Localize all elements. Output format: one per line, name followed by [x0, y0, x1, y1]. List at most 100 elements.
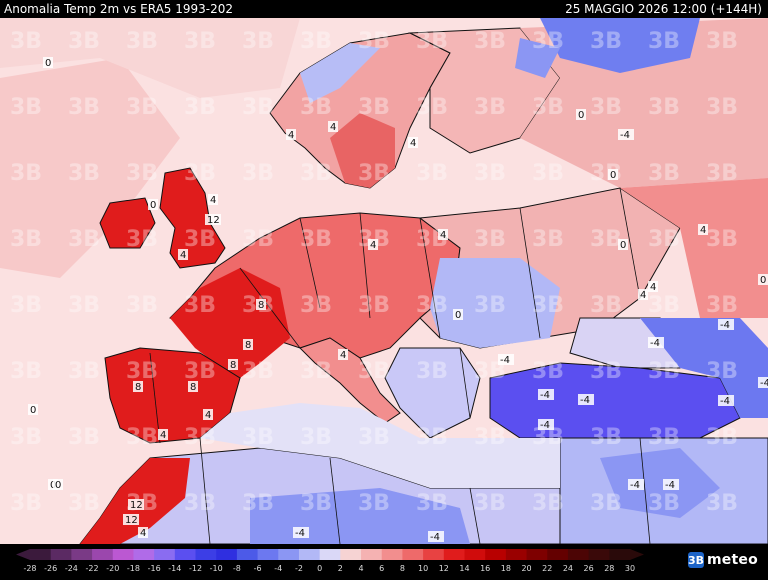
watermark-logo: 3B	[706, 293, 738, 318]
contour-label-bg	[293, 527, 309, 538]
watermark-logo: 3B	[300, 95, 332, 120]
contour-label-bg	[53, 479, 63, 490]
land-arctic-cold	[540, 18, 700, 73]
watermark-logo: 3B	[68, 29, 100, 54]
legend-tick-label: 24	[563, 564, 573, 573]
watermark-logo: 3B	[416, 491, 448, 516]
legend-swatch	[278, 549, 300, 560]
contour-label: 0	[620, 240, 626, 251]
legend-swatch	[257, 549, 279, 560]
watermark-logo: 3B	[590, 95, 622, 120]
contour-label-bg	[758, 274, 768, 285]
forecast-datetime: 25 MAGGIO 2026 12:00 (+144H)	[565, 2, 762, 16]
watermark-logo: 3B	[706, 227, 738, 252]
legend-tick-label: -2	[295, 564, 303, 573]
contour-label-bg	[158, 429, 168, 440]
legend-tick-label: -8	[233, 564, 241, 573]
watermark-logo: 3B	[10, 29, 42, 54]
contour-label-bg	[453, 309, 463, 320]
legend-swatch	[381, 549, 403, 560]
legend-tick-label: -14	[168, 564, 181, 573]
contour-label-bg	[608, 169, 618, 180]
contour-label-bg	[538, 389, 554, 400]
contour-label-bg	[758, 377, 768, 388]
contour-label-bg	[408, 137, 418, 148]
watermark-logo: 3B	[242, 227, 274, 252]
watermark-logo: 3B	[184, 293, 216, 318]
contour-label-bg	[576, 109, 586, 120]
watermark-logo: 3B	[358, 95, 390, 120]
legend-swatch	[319, 549, 341, 560]
legend-swatch	[30, 549, 52, 560]
land-sweden-warm	[330, 113, 395, 188]
watermark-logo: 3B	[184, 95, 216, 120]
contour-label: 4	[288, 130, 294, 141]
contour-label-bg	[498, 354, 514, 365]
watermark-logo: 3B	[184, 227, 216, 252]
watermark-logo: 3B	[242, 491, 274, 516]
land-ireland	[99, 197, 156, 249]
legend-swatch	[505, 549, 528, 560]
contour-label-bg	[133, 381, 143, 392]
watermark-logo: 3B	[474, 293, 506, 318]
land-france-hot	[170, 268, 290, 378]
contour-label: -4	[430, 532, 440, 543]
legend-tick-label: 6	[379, 564, 384, 573]
watermark-logo: 3B	[10, 293, 42, 318]
legend-tick-label: 26	[584, 564, 594, 573]
watermark-logo: 3B	[590, 293, 622, 318]
contour-label-bg	[663, 479, 679, 490]
watermark-logo: 3B	[300, 29, 332, 54]
legend-bar: -28 -26 -24 -22 -20 -18 -16 -14 -12 -10 -8 -6 -4 -2 0 2…	[0, 544, 768, 576]
header-bar: Anomalia Temp 2m vs ERA5 1993-202 25 MAG…	[0, 0, 768, 18]
watermark-logo: 3B	[126, 29, 158, 54]
watermark-logo: 3B	[474, 227, 506, 252]
watermark-logo: 3B	[10, 425, 42, 450]
legend-tick-label: -12	[189, 564, 202, 573]
legend-arrow-right	[630, 549, 644, 560]
legend-tick-label: 2	[338, 564, 343, 573]
legend-swatch	[298, 549, 321, 560]
contour-label: -4	[760, 378, 768, 389]
contour-label: 4	[370, 240, 376, 251]
contour-label-bg	[148, 199, 158, 210]
watermark-logo: 3B	[706, 425, 738, 450]
legend-swatch	[402, 549, 424, 560]
watermark-logo: 3B	[68, 161, 100, 186]
watermark-logo: 3B	[242, 29, 274, 54]
watermark-logo: 3B	[300, 227, 332, 252]
watermark-logo: 3B	[184, 359, 216, 384]
contour-label: -4	[620, 130, 630, 141]
contour-label-bg	[205, 214, 221, 225]
watermark-logo: 3B	[300, 161, 332, 186]
legend-swatch	[361, 549, 383, 560]
watermark-logo: 3B	[706, 29, 738, 54]
watermark-logo: 3B	[242, 359, 274, 384]
watermark-logo: 3B	[474, 29, 506, 54]
contour-label-bg	[578, 394, 594, 405]
watermark-logo: 3B	[358, 359, 390, 384]
watermark-logo: 3B	[648, 95, 680, 120]
legend-tick-label: -28	[23, 564, 36, 573]
watermark-logo: 3B	[126, 227, 158, 252]
contour-label: -4	[500, 355, 510, 366]
watermark-logo: 3B	[474, 425, 506, 450]
watermark-logo: 3B	[300, 491, 332, 516]
contour-label: 4	[205, 410, 211, 421]
legend-swatch	[526, 549, 548, 560]
contour-label-bg	[188, 381, 198, 392]
legend-colorbar: -28 -26 -24 -22 -20 -18 -16 -14 -12 -10 -8 -6 -4 -2 0 2…	[16, 549, 644, 573]
contour-label-bg	[428, 531, 444, 542]
legend-swatch	[340, 549, 362, 560]
legend-tick-label: -24	[65, 564, 78, 573]
contour-label: 4	[340, 350, 346, 361]
watermark-logo: 3B	[68, 227, 100, 252]
legend-tick-label: -22	[86, 564, 99, 573]
land-caucasus-cold	[640, 318, 768, 418]
watermark-logo: 3B	[706, 161, 738, 186]
contour-label-bg	[286, 129, 296, 140]
legend-swatch	[154, 549, 176, 560]
contour-label: -4	[650, 338, 660, 349]
legend-swatch	[112, 549, 134, 560]
legend-swatch	[50, 549, 72, 560]
